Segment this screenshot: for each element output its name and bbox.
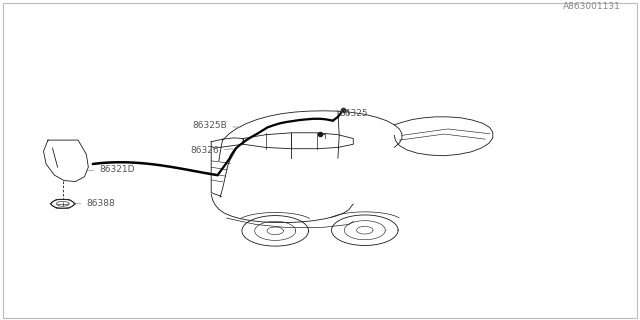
Text: 86321D: 86321D	[86, 165, 134, 174]
Text: 86325B: 86325B	[193, 121, 241, 130]
Text: A863001131: A863001131	[563, 2, 621, 11]
Text: 86388: 86388	[73, 199, 115, 208]
Text: 86325: 86325	[336, 108, 368, 117]
Text: 86326: 86326	[190, 146, 233, 155]
